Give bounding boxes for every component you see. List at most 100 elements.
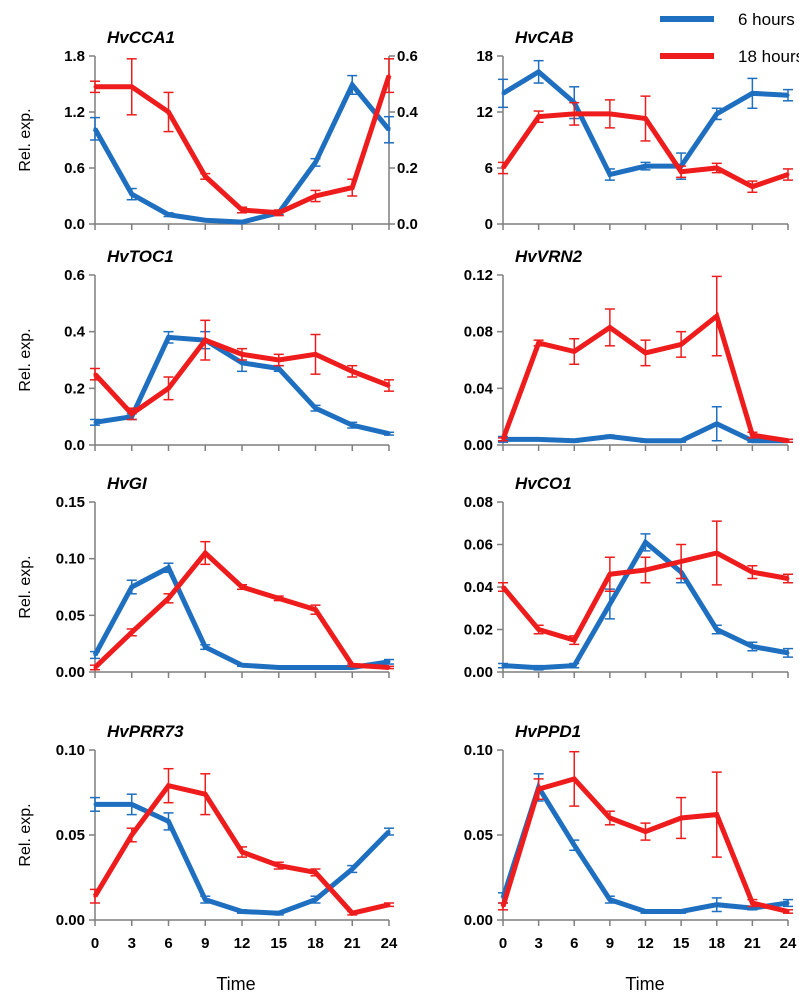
y-tick-label: 0.04 (464, 380, 494, 397)
series-line-18-hours (500, 311, 789, 444)
data-point (501, 91, 505, 95)
x-tick-label: 21 (344, 935, 361, 952)
data-point (750, 570, 754, 574)
data-point (130, 85, 134, 89)
x-tick-label: 18 (307, 935, 324, 952)
data-point (715, 813, 719, 817)
data-point (167, 596, 170, 600)
data-point (608, 898, 612, 902)
data-point (203, 218, 207, 222)
data-point (240, 220, 244, 224)
y-tick-label: 0.6 (64, 267, 85, 284)
y-tick-label: 0.05 (56, 607, 85, 624)
x-tick-label: 12 (234, 935, 251, 952)
data-point (387, 665, 391, 669)
data-point (608, 112, 612, 116)
x-tick-label: 6 (164, 935, 172, 952)
data-point (608, 173, 612, 177)
y-tick-label: 0.10 (464, 742, 493, 759)
data-point (240, 910, 244, 913)
y-tick-label: 0.6 (64, 160, 85, 177)
data-point (501, 664, 505, 668)
data-point (715, 422, 719, 426)
data-point (350, 369, 354, 373)
y-right-tick-label: 0.4 (397, 104, 419, 121)
series-18-hours-hvprr73 (90, 767, 394, 916)
y-tick-label: 0.08 (464, 494, 493, 511)
panel-title-hvgi: HvGI (107, 474, 148, 493)
y-tick-label: 0.00 (464, 912, 493, 929)
data-point (130, 192, 134, 196)
x-tick-label: 15 (270, 935, 287, 952)
x-tick-label: 0 (91, 935, 99, 952)
data-point (167, 386, 170, 390)
y-tick-label: 0.00 (56, 912, 85, 929)
data-point (572, 350, 576, 353)
series-line-6-hours (503, 420, 788, 444)
data-point (93, 802, 97, 806)
data-point (93, 894, 97, 898)
legend: 6 hours 18 hours (660, 10, 799, 66)
data-point (644, 568, 647, 572)
data-point (240, 208, 244, 212)
data-point (786, 173, 790, 177)
data-point (537, 628, 541, 631)
data-point (240, 585, 244, 589)
x-tick-label: 24 (780, 935, 797, 952)
data-point (203, 551, 207, 555)
data-point (644, 164, 647, 168)
data-point (277, 367, 281, 370)
data-point (314, 870, 317, 874)
series-line-6-hours (92, 80, 391, 225)
y-tick-label: 12 (476, 104, 493, 121)
data-point (750, 645, 754, 648)
data-point (167, 784, 170, 788)
data-point (277, 358, 281, 362)
y-axis-label-hvcca1: Rel. exp. (17, 108, 34, 171)
legend-label-6-hours: 6 hours (738, 10, 795, 29)
y-tick-label: 0.00 (464, 664, 493, 681)
data-point (644, 540, 647, 544)
data-point (537, 437, 541, 441)
y-tick-label: 0.12 (464, 267, 493, 284)
y-tick-label: 0.10 (56, 742, 85, 759)
panel-hvcca1: HvCCA1 Rel. exp. 0.0 0.6 1.2 1.8 0.0 0.2 0.4 0.6 (17, 28, 419, 233)
data-point (501, 585, 505, 589)
y-right-tick-label: 0.2 (397, 160, 418, 177)
data-point (240, 352, 244, 356)
x-tick-label: 15 (673, 935, 690, 952)
data-point (240, 361, 244, 365)
series-18-hours-hvtoc1 (90, 319, 394, 421)
data-point (572, 777, 576, 781)
series-18-hours-hvco1 (498, 520, 793, 646)
x-tick-label: 24 (381, 935, 398, 952)
series-line-18-hours (92, 782, 390, 916)
series-6-hours-hvvrn2 (498, 406, 793, 444)
x-tick-label: 18 (708, 935, 725, 952)
data-point (679, 816, 683, 820)
data-point (93, 665, 97, 669)
series-6-hours-hvcca1 (90, 74, 394, 225)
x-tick-label: 0 (499, 935, 507, 952)
series-6-hours-hvprr73 (90, 793, 394, 916)
data-point (608, 816, 612, 820)
data-point (608, 325, 612, 329)
data-point (608, 602, 612, 606)
data-point (277, 596, 281, 600)
series-18-hours-hvgi (90, 540, 394, 671)
data-point (679, 560, 683, 563)
y-axis-label-hvgi: Rel. exp. (17, 555, 34, 618)
panel-hvprr73: HvPRR73 Rel. exp. 0.00 0.05 0.10 0 3 6 9 12 15 18 21… (17, 722, 398, 952)
data-point (572, 664, 576, 668)
y-right-tick-label: 0.0 (397, 216, 418, 233)
data-point (350, 911, 354, 915)
series-18-hours-hvcca1 (90, 58, 394, 217)
data-point (387, 432, 391, 436)
data-point (679, 170, 683, 174)
data-point (350, 186, 354, 190)
data-point (93, 85, 97, 89)
data-point (314, 406, 317, 410)
x-axis-label-right: Time (625, 974, 664, 994)
panel-title-hvvrn2: HvVRN2 (515, 247, 583, 266)
